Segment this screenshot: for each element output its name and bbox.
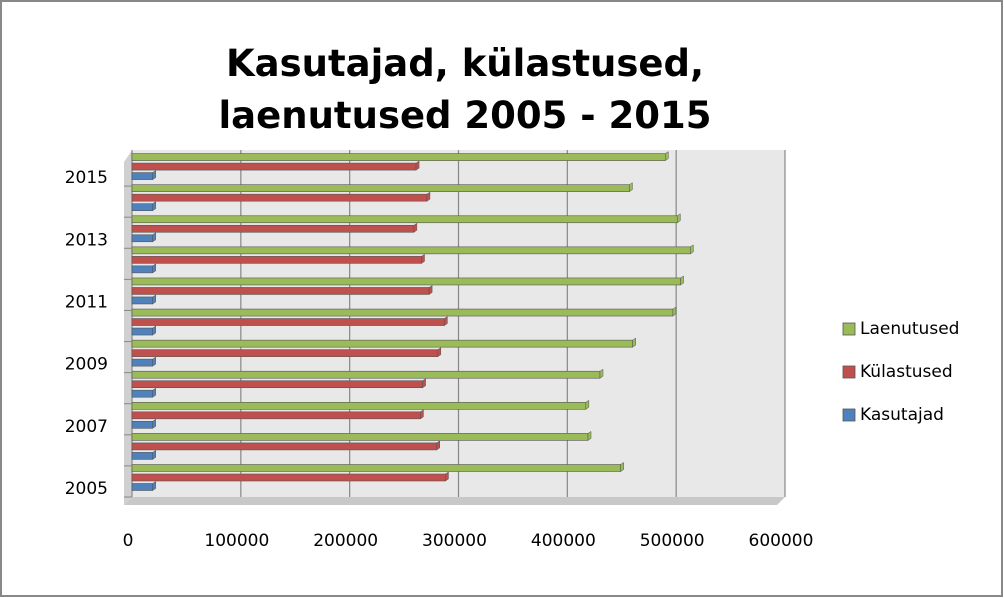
bar-end — [629, 182, 633, 193]
bar — [131, 224, 415, 233]
bar — [131, 246, 691, 255]
bar — [131, 380, 423, 389]
bar-end — [152, 325, 156, 336]
bar-end — [445, 471, 449, 482]
y-tick-label: 2007 — [65, 417, 108, 437]
bar — [131, 318, 445, 326]
legend-swatch — [842, 408, 856, 422]
bar — [131, 327, 153, 336]
x-tick-label: 100000 — [204, 531, 269, 551]
bar — [131, 277, 681, 286]
bar-end — [152, 387, 156, 398]
legend-swatch — [842, 365, 856, 379]
bar-end — [152, 449, 156, 460]
bar-end — [152, 170, 156, 181]
bar-end — [444, 316, 448, 327]
bar — [131, 349, 439, 357]
bar — [131, 162, 417, 171]
bar — [131, 411, 421, 420]
chart-title: Kasutajad, külastused, laenutused 2005 -… — [218, 42, 712, 137]
y-tick-label: 2013 — [65, 230, 108, 250]
bar — [131, 256, 422, 264]
x-tick-label: 200000 — [313, 531, 378, 551]
y-tick-label: 2011 — [65, 292, 108, 312]
x-tick-label: 300000 — [422, 531, 487, 551]
bar-end — [665, 151, 669, 162]
legend-swatch — [842, 322, 856, 336]
bar-end — [152, 294, 156, 305]
bar — [131, 442, 438, 451]
bar-end — [437, 347, 442, 358]
bar-end — [632, 337, 636, 348]
y-tick-label: 2009 — [65, 355, 108, 375]
bar-end — [672, 306, 677, 317]
bar — [131, 215, 678, 224]
side-wall — [124, 150, 132, 505]
bar — [131, 339, 633, 348]
bar — [131, 193, 428, 202]
bar — [131, 389, 153, 398]
y-tick-label: 2015 — [65, 168, 108, 188]
legend-label: Külastused — [860, 362, 953, 382]
bar — [131, 483, 153, 491]
bar — [131, 308, 674, 317]
bar-end — [620, 462, 624, 472]
x-tick-label: 400000 — [531, 531, 596, 551]
y-tick-label: 2005 — [65, 479, 108, 499]
bar-end — [587, 430, 592, 441]
bar — [131, 452, 153, 460]
bar-end — [420, 409, 424, 420]
bar-end — [599, 368, 604, 379]
bar-end — [413, 222, 418, 233]
floor — [124, 497, 785, 505]
bar-end — [436, 440, 440, 451]
x-tick-label: 600000 — [749, 531, 814, 551]
bar-end — [152, 232, 156, 243]
bar-end — [690, 244, 694, 255]
bar-end — [152, 481, 156, 491]
bar — [131, 370, 601, 379]
bar-end — [415, 160, 420, 171]
bar — [131, 296, 153, 305]
bar-end — [680, 275, 684, 286]
bar-end — [677, 213, 681, 224]
bar — [131, 464, 621, 472]
bar-end — [585, 399, 590, 410]
bar-end — [152, 201, 156, 212]
bar — [131, 421, 153, 429]
bar — [131, 473, 446, 482]
x-tick-label: 0 — [123, 531, 134, 551]
bar — [131, 358, 153, 367]
bar-end — [152, 263, 156, 274]
bar — [131, 234, 153, 243]
bar — [131, 153, 666, 161]
bar-end — [428, 284, 433, 295]
bar-end — [422, 378, 426, 389]
bar-end — [152, 418, 156, 429]
legend-label: Kasutajad — [860, 405, 944, 425]
bar-end — [426, 191, 431, 202]
bar — [131, 184, 630, 192]
bar — [131, 287, 430, 295]
bar — [131, 172, 153, 180]
bar — [131, 265, 153, 274]
legend-label: Laenutused — [860, 319, 959, 339]
bar — [131, 433, 589, 441]
bar — [131, 402, 587, 410]
bar — [131, 203, 153, 211]
bar-end — [152, 356, 156, 367]
x-tick-label: 500000 — [640, 531, 705, 551]
bar-end — [421, 253, 425, 264]
